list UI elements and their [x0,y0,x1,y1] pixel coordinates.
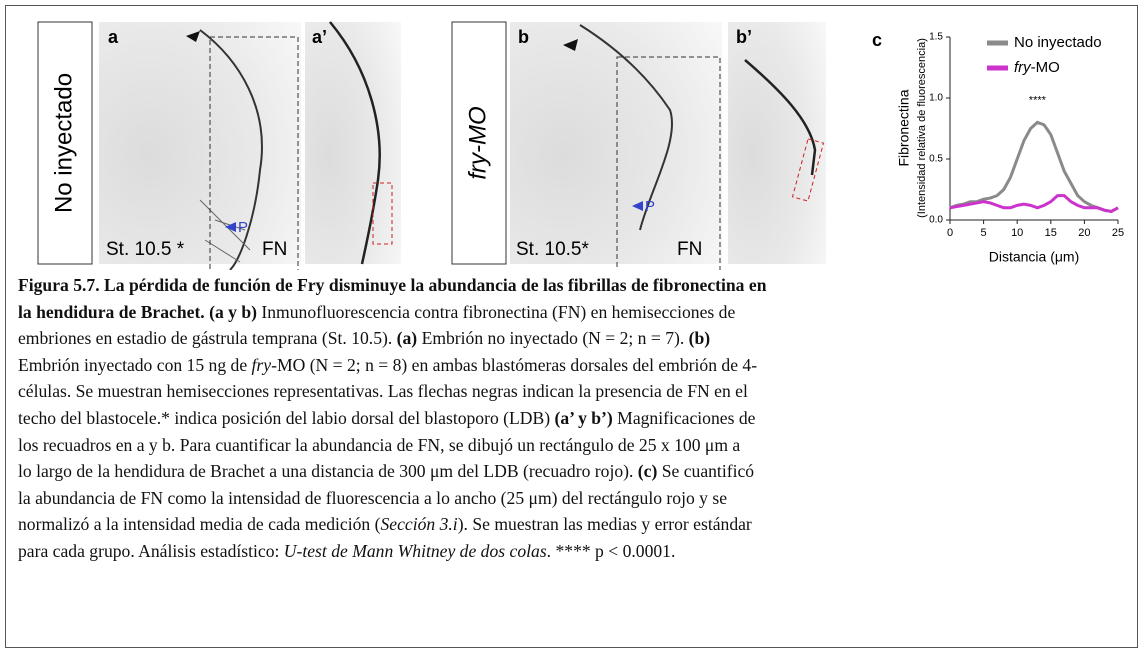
caption-line: techo del blastocele.* indica posición d… [18,405,766,432]
micrograph [728,22,826,264]
caption-text: Inmunofluorescencia contra fibronectina … [257,302,735,322]
marker-label: P [645,198,655,215]
stage-label: St. 10.5 * [106,239,185,260]
caption-line: lo largo de la hendidura de Brachet a un… [18,458,766,485]
page: No inyectado P a St. 10.5 * FN a’ fry-MO… [0,0,1145,659]
annotation: **** [1029,94,1047,106]
y-tick-label: 1.5 [929,32,943,43]
caption-text: la abundancia de FN como la intensidad d… [18,488,727,508]
caption-line: embriones en estadio de gástrula tempran… [18,325,766,352]
caption-text: U-test de Mann Whitney de dos colas [284,541,547,561]
stage-label: St. 10.5* [516,239,589,260]
series-line [950,122,1118,211]
caption-line: los recuadros en a y b. Para cuantificar… [18,432,766,459]
micrograph [305,22,401,264]
legend-label: fry-MO [1014,59,1060,76]
condition-label: fry-MO [464,106,491,179]
y-axis-title: Fibronectina [896,89,912,166]
caption-text: Se cuantificó [657,461,754,481]
caption-text: lo largo de la hendidura de Brachet a un… [18,461,638,481]
caption-line: normalizó a la intensidad media de cada … [18,511,766,538]
x-tick-label: 10 [1011,227,1023,239]
caption-text: normalizó a la intensidad media de cada … [18,514,381,534]
caption-line: para cada grupo. Análisis estadístico: U… [18,538,766,565]
y-axis-subtitle: (Intensidad relativa de fluorescencia) [916,38,928,218]
caption-text: la hendidura de Brachet. (a y b) [18,302,257,322]
caption: Figura 5.7. La pérdida de función de Fry… [18,272,766,565]
caption-text: ). Se muestran las medias y error estánd… [458,514,752,534]
caption-text: (a’ y b’) [554,408,612,428]
y-tick-label: 1.0 [929,93,943,104]
caption-text: para cada grupo. Análisis estadístico: [18,541,284,561]
x-tick-label: 15 [1045,227,1057,239]
caption-text: Magnificaciones de [613,408,756,428]
caption-text: (b) [689,328,711,348]
micrograph [99,22,301,264]
caption-text: -MO (N = 2; n = 8) en ambas blastómeras … [271,355,757,375]
y-tick-label: 0.0 [929,215,943,226]
caption-line: Figura 5.7. La pérdida de función de Fry… [18,272,766,299]
caption-line: la hendidura de Brachet. (a y b) Inmunof… [18,299,766,326]
panel-label: a [108,27,119,47]
caption-text: fry [252,355,272,375]
caption-text: células. Se muestran hemisecciones repre… [18,381,748,401]
caption-text: (a) [397,328,418,348]
caption-text: (c) [638,461,658,481]
caption-text: . **** p < 0.0001. [547,541,676,561]
caption-line: la abundancia de FN como la intensidad d… [18,485,766,512]
legend-label: No inyectado [1014,34,1102,51]
series-line [950,196,1118,212]
caption-line: células. Se muestran hemisecciones repre… [18,378,766,405]
x-axis-title: Distancia (μm) [989,249,1080,265]
panel-label: c [872,30,882,50]
panel-label: a’ [312,27,327,47]
caption-text: embriones en estadio de gástrula tempran… [18,328,397,348]
panel-label: b [518,27,529,47]
stain-label: FN [262,239,287,260]
condition-label: No inyectado [50,73,77,213]
chart: c Fibronectina (Intensidad relativa de f… [872,30,1124,265]
caption-text: Sección 3.i [381,514,458,534]
marker-label: P [238,219,248,236]
stain-label: FN [677,239,702,260]
y-tick-label: 0.5 [929,154,943,165]
caption-text: Figura 5.7. La pérdida de función de Fry… [18,275,766,295]
x-tick-label: 5 [981,227,987,239]
x-tick-label: 25 [1112,227,1124,239]
panel-label: b’ [736,27,752,47]
micrograph [510,22,722,264]
caption-text: Embrión no inyectado (N = 2; n = 7). [417,328,688,348]
caption-text: los recuadros en a y b. Para cuantificar… [18,435,740,455]
caption-text: techo del blastocele.* indica posición d… [18,408,554,428]
figure-panels: No inyectado P a St. 10.5 * FN a’ fry-MO… [0,0,1145,270]
x-tick-label: 20 [1078,227,1090,239]
caption-text: Embrión inyectado con 15 ng de [18,355,252,375]
x-tick-label: 0 [947,227,953,239]
caption-line: Embrión inyectado con 15 ng de fry-MO (N… [18,352,766,379]
